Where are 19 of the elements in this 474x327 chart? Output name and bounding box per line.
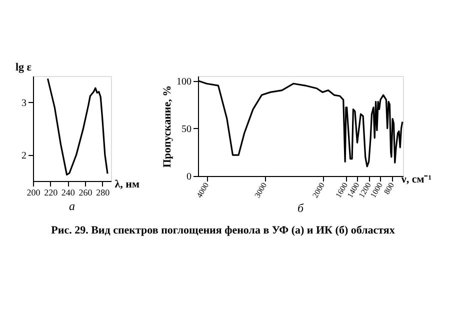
y-tick-label: 2 — [22, 150, 26, 162]
y-tick-label: 50 — [182, 124, 192, 135]
y-tick-label: 0 — [186, 172, 192, 182]
x-axis-title: λ, нм — [114, 178, 140, 190]
x-tick-label: 260 — [78, 188, 93, 198]
x-tick-label: 280 — [96, 188, 110, 198]
y-tick-label: 3 — [22, 98, 26, 109]
line-series — [46, 78, 108, 176]
y-tick-label: 100 — [176, 76, 192, 88]
x-tick-label: 800 — [382, 181, 396, 196]
y-axis-title: Пропускание, % — [162, 85, 174, 168]
x-tick-label: 220 — [44, 188, 58, 198]
x-tick-label: 240 — [61, 188, 76, 198]
text: Рис. 29. Вид спектров поглощения фенола в УФ (а) и ИК (б) областях — [51, 224, 396, 236]
x-tick-label: 200 — [26, 188, 41, 198]
x-axis-title: ν, см⁻¹ — [400, 174, 432, 186]
y-axis-title: lg ε — [15, 62, 32, 74]
text: б — [297, 200, 304, 215]
text: а — [69, 199, 75, 213]
